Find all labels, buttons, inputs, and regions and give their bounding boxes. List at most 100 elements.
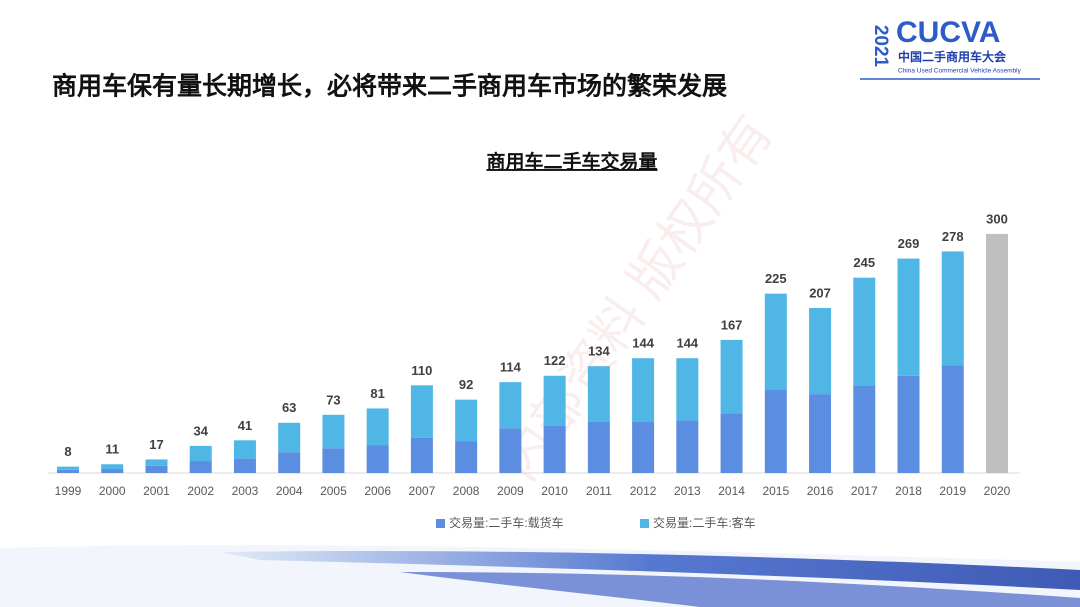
bar-segment (410, 437, 433, 473)
data-label: 207 (809, 285, 831, 300)
data-label: 225 (765, 271, 787, 286)
bar-segment (809, 394, 832, 473)
x-tick-label: 2010 (541, 484, 568, 498)
bar-segment (455, 441, 478, 473)
bar-segment (233, 458, 256, 473)
bar-segment (941, 251, 964, 366)
data-label: 167 (721, 317, 743, 332)
x-tick-label: 2020 (984, 484, 1011, 498)
x-tick-label: 2004 (276, 484, 303, 498)
bar-segment (764, 389, 787, 473)
x-tick-label: 1999 (55, 484, 82, 498)
bar-segment (278, 452, 301, 473)
bar-segment (676, 420, 699, 473)
data-label: 122 (544, 353, 566, 368)
x-tick-label: 2009 (497, 484, 524, 498)
x-tick-label: 2017 (851, 484, 878, 498)
data-label: 110 (411, 363, 432, 378)
footer-wave (220, 550, 1080, 590)
data-label: 41 (238, 418, 252, 433)
x-tick-label: 2015 (762, 484, 789, 498)
bar-segment (322, 414, 345, 449)
legend-label: 交易量:二手车:客车 (653, 515, 756, 530)
bar-segment (101, 464, 124, 470)
x-tick-label: 2006 (364, 484, 391, 498)
x-tick-label: 2013 (674, 484, 701, 498)
bar-segment (853, 385, 876, 473)
bar-segment (322, 448, 345, 473)
logo-cn: 中国二手商用车大会 (898, 49, 1007, 64)
bar-segment (764, 293, 787, 390)
bar-segment (145, 459, 168, 466)
bar-segment (632, 421, 655, 473)
bar-segment (57, 466, 79, 470)
bar-segment (809, 308, 832, 395)
data-label: 63 (282, 400, 296, 415)
data-label: 300 (986, 211, 1008, 226)
bar-segment (853, 277, 876, 386)
x-tick-label: 2000 (99, 484, 126, 498)
bar-segment (720, 339, 743, 414)
data-label: 114 (500, 360, 522, 375)
data-label: 81 (370, 386, 384, 401)
bar-segment (278, 422, 301, 453)
data-label: 269 (898, 236, 920, 251)
legend-swatch (640, 519, 649, 528)
bar-segment (410, 385, 433, 438)
bar-segment (676, 358, 699, 421)
bar-segment (587, 421, 610, 473)
legend-label: 交易量:二手车:载货车 (449, 515, 564, 530)
data-label: 8 (64, 444, 71, 459)
data-label: 134 (588, 344, 610, 359)
slide-title: 商用车保有量长期增长，必将带来二手商用车市场的繁荣发展 (52, 72, 727, 101)
x-tick-label: 2018 (895, 484, 922, 498)
bar-segment (941, 365, 964, 473)
bar-segment (145, 465, 168, 473)
chart-title: 商用车二手车交易量 (486, 150, 657, 173)
data-label: 73 (326, 392, 340, 407)
bar-segment (543, 425, 566, 473)
logo-name: CUCVA (896, 16, 1000, 49)
bar-segment (543, 375, 566, 426)
bar (986, 233, 1008, 473)
logo-en: China Used Commercial Vehicle Assembly (898, 68, 1022, 75)
logo-year: 2021 (870, 25, 891, 68)
bar-segment (101, 469, 124, 473)
data-label: 17 (149, 437, 163, 452)
bar-segment (587, 366, 610, 422)
x-tick-label: 2005 (320, 484, 347, 498)
bar-segment (233, 440, 256, 459)
bar-segment (57, 469, 79, 473)
bar-segment (499, 428, 522, 473)
data-label: 144 (676, 336, 698, 351)
bar-segment (499, 382, 522, 429)
data-label: 144 (632, 336, 654, 351)
x-tick-label: 2016 (807, 484, 834, 498)
x-tick-label: 2014 (718, 484, 745, 498)
data-label: 92 (459, 377, 473, 392)
data-label: 245 (853, 255, 875, 270)
data-label: 34 (193, 423, 208, 438)
x-tick-label: 2008 (453, 484, 480, 498)
bar-segment (455, 399, 478, 442)
legend-swatch (436, 519, 445, 528)
x-tick-label: 2001 (143, 484, 170, 498)
data-label: 11 (105, 442, 119, 457)
x-tick-label: 2003 (232, 484, 259, 498)
x-tick-label: 2002 (187, 484, 214, 498)
bar-segment (632, 358, 655, 422)
bar-segment (897, 258, 920, 376)
footer-wave (400, 572, 1080, 607)
x-tick-label: 2011 (586, 484, 612, 498)
x-tick-label: 2012 (630, 484, 657, 498)
bar-segment (189, 445, 212, 462)
x-tick-label: 2019 (939, 484, 966, 498)
x-tick-label: 2007 (409, 484, 436, 498)
bar-segment (189, 461, 212, 473)
data-label: 278 (942, 229, 964, 244)
bar-segment (897, 375, 920, 473)
bar-segment (720, 413, 743, 473)
bar-segment (366, 445, 389, 473)
bar-segment (366, 408, 389, 446)
